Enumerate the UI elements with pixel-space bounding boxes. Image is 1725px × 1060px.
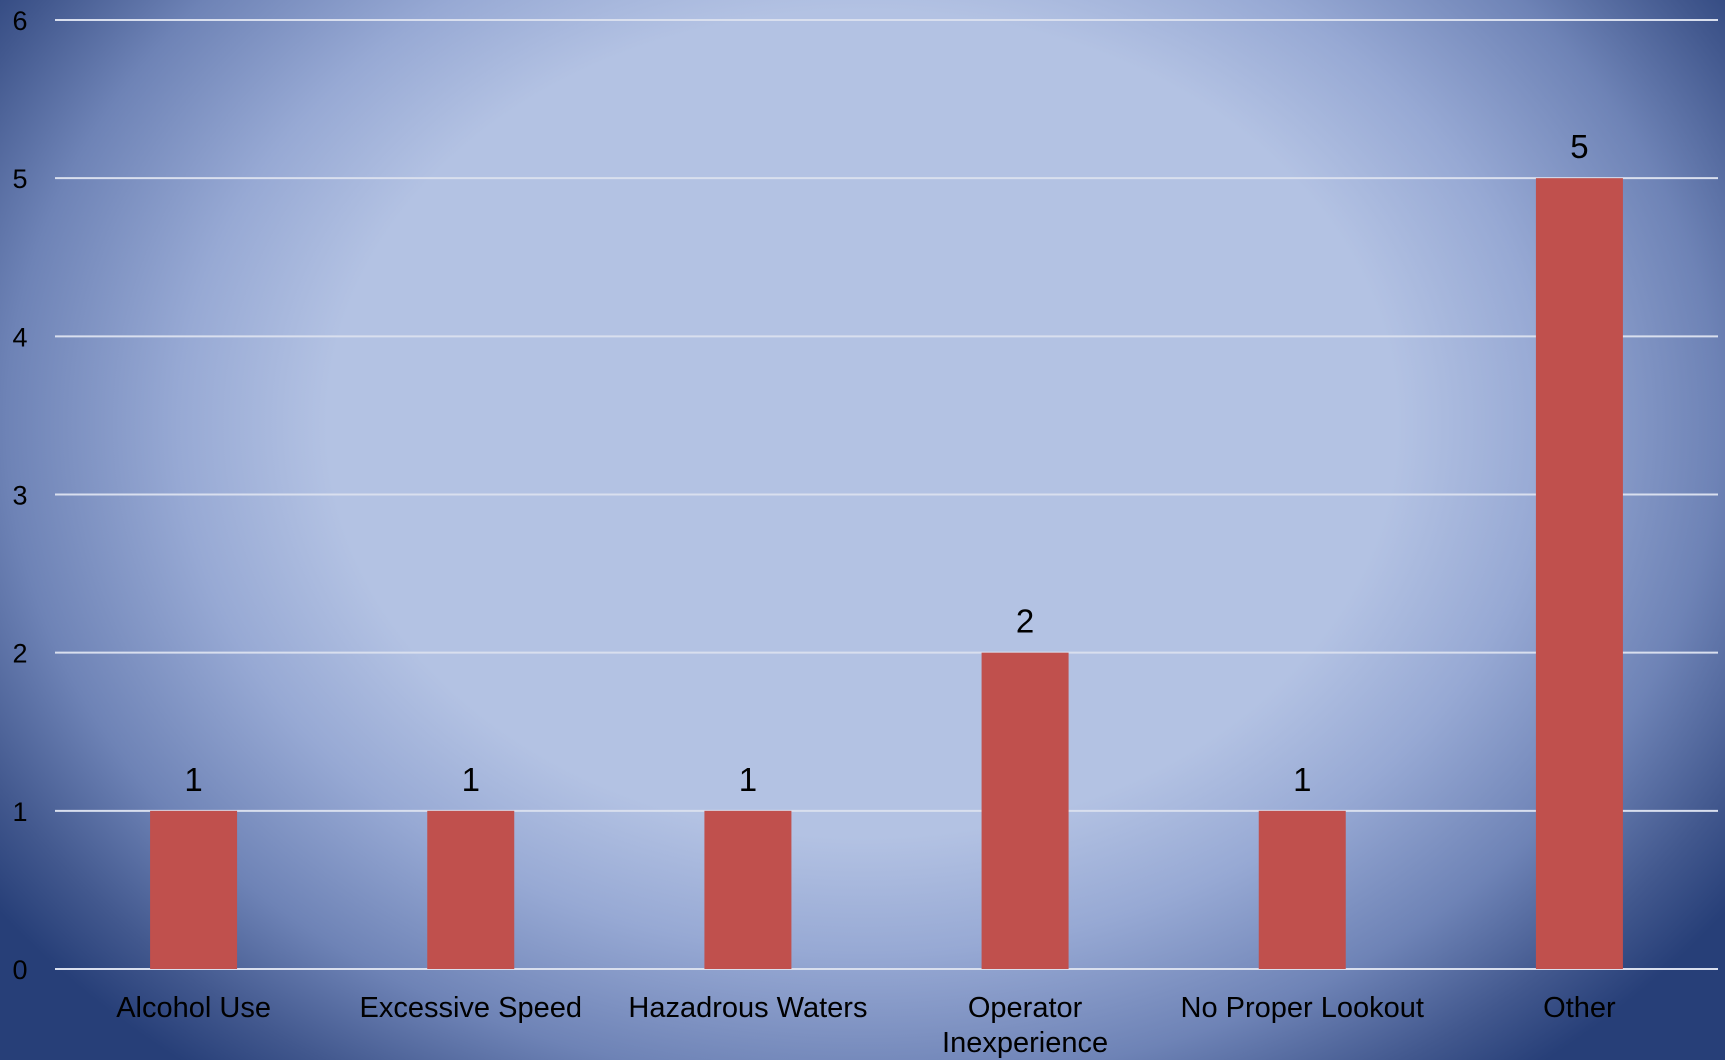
data-label: 1: [739, 761, 757, 798]
gridlines: [55, 19, 1718, 970]
data-label: 1: [1293, 761, 1311, 798]
bar: [981, 652, 1069, 969]
x-tick-label-line: Hazadrous Waters: [628, 992, 867, 1024]
x-tick-label: No Proper Lookout: [1181, 992, 1424, 1024]
y-axis: 0 1 2 3 4 5 6: [12, 6, 27, 985]
x-tick-label-line: Excessive Speed: [360, 992, 582, 1024]
x-tick-label: Other: [1543, 992, 1616, 1024]
x-tick-label-line: Operator: [968, 992, 1083, 1024]
y-tick-label: 4: [12, 322, 27, 352]
bar: [427, 810, 515, 969]
x-tick-label-line: Inexperience: [942, 1027, 1108, 1059]
bars: [150, 178, 1623, 969]
data-labels: 1 1 1 2 1 5: [184, 128, 1588, 798]
bar: [1258, 810, 1346, 969]
x-tick-label: Operator Inexperience: [942, 992, 1108, 1059]
y-tick-label: 6: [12, 6, 27, 36]
y-tick-label: 3: [12, 481, 27, 511]
x-tick-label-line: Alcohol Use: [116, 992, 271, 1024]
x-axis: Alcohol Use Excessive Speed Hazadrous Wate…: [116, 992, 1616, 1059]
bar: [704, 810, 792, 969]
x-tick-label: Excessive Speed: [360, 992, 582, 1024]
bar: [150, 810, 238, 969]
x-tick-label-line: Other: [1543, 992, 1616, 1024]
y-tick-label: 1: [12, 797, 27, 827]
x-tick-label: Hazadrous Waters: [628, 992, 867, 1024]
bar: [1535, 178, 1623, 969]
data-label: 1: [184, 761, 202, 798]
data-label: 5: [1570, 128, 1588, 165]
y-tick-label: 2: [12, 639, 27, 669]
data-label: 1: [462, 761, 480, 798]
data-label: 2: [1016, 603, 1034, 640]
y-tick-label: 0: [12, 955, 27, 985]
x-tick-label: Alcohol Use: [116, 992, 271, 1024]
x-tick-label-line: No Proper Lookout: [1181, 992, 1424, 1024]
y-tick-label: 5: [12, 164, 27, 194]
